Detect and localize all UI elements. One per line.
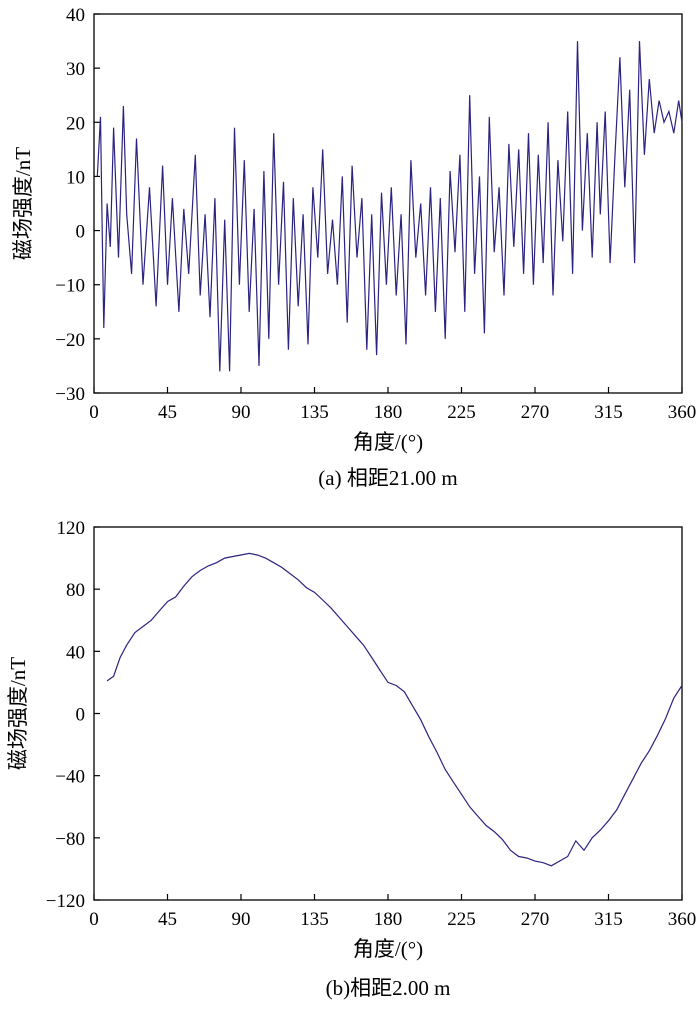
panel-b: 0 45 90 135 180 225 270 315 360 −120 −80 −40 0 40 80 12… [6,518,696,1000]
panel-caption: (a) 相距21.00 m [318,466,457,490]
x-tick-label: 225 [447,402,476,423]
y-tick-label: 40 [66,642,85,663]
x-tick-label: 45 [158,402,177,423]
panel-a: 0 45 90 135 180 225 270 315 360 −30 −20 −10 0 10 20 30 4… [11,5,696,490]
y-tick-label: 10 [66,167,85,188]
x-tick-label: 135 [300,402,329,423]
y-tick-label: −40 [55,767,85,788]
y-axis-title: 磁场强度/nT [11,147,35,260]
x-tick-label: 45 [158,909,177,930]
series-line [106,552,683,867]
y-tick-label: 0 [76,222,86,243]
x-tick-label: 225 [447,909,476,930]
y-tick-label: 0 [76,705,86,726]
x-tick-label: 0 [89,402,99,423]
panel-caption: (b)相距2.00 m [326,976,451,1000]
series-line [96,41,683,372]
x-tick-label: 90 [232,402,251,423]
y-tick-label: −20 [55,330,85,351]
x-axis-title: 角度/(°) [353,937,423,961]
y-tick-label: 120 [57,518,86,539]
x-tick-label: 315 [594,909,623,930]
x-tick-label: 360 [668,909,697,930]
x-tick-label: 360 [668,402,697,423]
y-tick-label: −120 [46,891,85,912]
x-tick-label: 90 [232,909,251,930]
x-tick-label: 0 [89,909,99,930]
y-tick-label: −10 [55,276,85,297]
plot-frame [93,526,683,901]
y-tick-label: −80 [55,829,85,850]
x-tick-label: 270 [521,909,550,930]
y-tick-label: 30 [66,59,85,80]
x-tick-label: 180 [374,402,403,423]
x-axis-title: 角度/(°) [353,430,423,454]
y-axis-title: 磁场强度/nT [6,657,30,770]
x-tick-label: 135 [300,909,329,930]
y-tick-label: 80 [66,580,85,601]
y-tick-label: 20 [66,113,85,134]
y-tick-label: −30 [55,384,85,405]
x-tick-label: 180 [374,909,403,930]
x-tick-label: 270 [521,402,550,423]
x-tick-label: 315 [594,402,623,423]
y-tick-label: 40 [66,5,85,26]
